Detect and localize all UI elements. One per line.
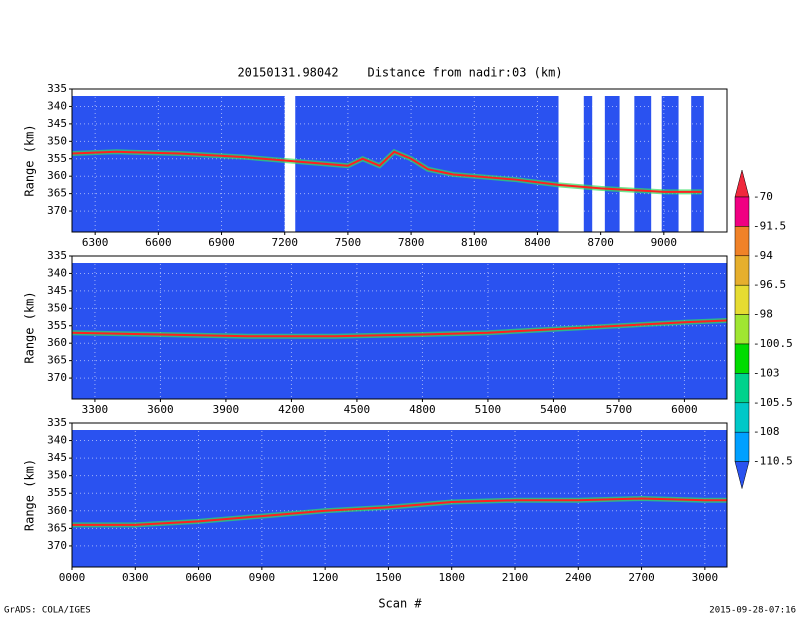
plot-frame bbox=[71, 255, 728, 400]
y-tick-label: 340 bbox=[47, 434, 67, 447]
y-tick-label: 355 bbox=[47, 319, 67, 332]
colorbar-label: -94 bbox=[753, 249, 773, 262]
colorbar-label: -105.5 bbox=[753, 396, 793, 409]
colorbar-label: -91.5 bbox=[753, 219, 786, 232]
y-tick-label: 340 bbox=[47, 99, 67, 112]
x-tick-label: 3000 bbox=[692, 571, 719, 584]
plot-frame bbox=[71, 422, 728, 568]
y-tick-label: 355 bbox=[47, 486, 67, 499]
y-tick-label: 360 bbox=[47, 504, 67, 517]
colorbar-box bbox=[734, 255, 750, 286]
y-tick-label: 350 bbox=[47, 134, 67, 147]
missing-data bbox=[619, 89, 635, 232]
x-tick-label: 4500 bbox=[344, 403, 371, 416]
x-tick-label: 0300 bbox=[122, 571, 149, 584]
missing-data bbox=[678, 89, 692, 232]
missing-data bbox=[558, 89, 584, 232]
colorbar-box bbox=[734, 343, 750, 374]
x-tick-label: 2100 bbox=[502, 571, 529, 584]
x-tick-label: 4800 bbox=[409, 403, 436, 416]
colorbar-label: -70 bbox=[753, 190, 773, 203]
x-tick-label: 3600 bbox=[147, 403, 174, 416]
x-tick-label: 0600 bbox=[185, 571, 212, 584]
y-tick-label: 340 bbox=[47, 266, 67, 279]
x-tick-label: 7500 bbox=[335, 236, 362, 249]
x-tick-label: 1500 bbox=[375, 571, 402, 584]
plot-frame bbox=[71, 88, 728, 233]
colorbar-label: -110.5 bbox=[753, 455, 793, 468]
x-tick-label: 6900 bbox=[208, 236, 235, 249]
y-tick-label: 345 bbox=[47, 117, 67, 130]
colorbar-box bbox=[734, 284, 750, 315]
missing-data bbox=[703, 89, 727, 232]
footer-left: GrADS: COLA/IGES bbox=[4, 606, 91, 616]
x-tick-label: 7800 bbox=[398, 236, 425, 249]
x-tick-label: 8100 bbox=[461, 236, 488, 249]
colorbar-box bbox=[734, 431, 750, 462]
x-tick-label: 1800 bbox=[438, 571, 465, 584]
y-axis-label: Range (km) bbox=[23, 459, 37, 531]
y-tick-label: 350 bbox=[47, 469, 67, 482]
y-tick-label: 370 bbox=[47, 539, 67, 552]
x-tick-label: 9000 bbox=[651, 236, 678, 249]
colorbar-label: -100.5 bbox=[753, 337, 793, 350]
x-axis-label: Scan # bbox=[378, 597, 422, 611]
x-tick-label: 6000 bbox=[671, 403, 698, 416]
y-tick-label: 335 bbox=[47, 249, 67, 262]
colorbar-label: -98 bbox=[753, 308, 773, 321]
x-tick-label: 6600 bbox=[145, 236, 172, 249]
y-axis-label: Range (km) bbox=[23, 124, 37, 196]
missing-data bbox=[651, 89, 662, 232]
data-field bbox=[72, 263, 727, 399]
surface-line bbox=[71, 319, 728, 338]
x-tick-label: 5400 bbox=[540, 403, 567, 416]
y-tick-label: 370 bbox=[47, 371, 67, 384]
y-tick-label: 360 bbox=[47, 336, 67, 349]
x-tick-label: 3300 bbox=[82, 403, 109, 416]
chart-title: 20150131.98042 Distance from nadir:03 (k… bbox=[237, 66, 562, 80]
colorbar-label: -96.5 bbox=[753, 278, 786, 291]
y-tick-label: 335 bbox=[47, 82, 67, 95]
y-tick-label: 365 bbox=[47, 521, 67, 534]
x-tick-label: 3900 bbox=[213, 403, 240, 416]
x-tick-label: 5700 bbox=[606, 403, 633, 416]
x-tick-label: 8700 bbox=[587, 236, 614, 249]
surface-line bbox=[71, 150, 702, 193]
colorbar-box bbox=[734, 196, 750, 227]
x-tick-label: 0000 bbox=[59, 571, 86, 584]
colorbar-box bbox=[734, 373, 750, 404]
x-tick-label: 7200 bbox=[271, 236, 298, 249]
x-tick-label: 6300 bbox=[82, 236, 109, 249]
colorbar-label: -103 bbox=[753, 366, 780, 379]
colorbar-box bbox=[734, 402, 750, 433]
colorbar-top bbox=[734, 169, 750, 198]
data-field bbox=[72, 96, 727, 232]
y-tick-label: 370 bbox=[47, 204, 67, 217]
colorbar-bottom bbox=[734, 461, 750, 490]
y-axis-label: Range (km) bbox=[23, 291, 37, 363]
colorbar-box bbox=[734, 226, 750, 257]
colorbar-label: -108 bbox=[753, 425, 780, 438]
y-tick-label: 350 bbox=[47, 301, 67, 314]
y-tick-label: 365 bbox=[47, 354, 67, 367]
y-tick-label: 355 bbox=[47, 152, 67, 165]
missing-data bbox=[592, 89, 605, 232]
x-tick-label: 1200 bbox=[312, 571, 339, 584]
y-tick-label: 345 bbox=[47, 451, 67, 464]
x-tick-label: 5100 bbox=[475, 403, 502, 416]
x-tick-label: 8400 bbox=[524, 236, 551, 249]
x-tick-label: 4200 bbox=[278, 403, 305, 416]
footer-right: 2015-09-28-07:16 bbox=[709, 606, 796, 616]
x-tick-label: 2700 bbox=[628, 571, 655, 584]
y-tick-label: 345 bbox=[47, 284, 67, 297]
y-tick-label: 360 bbox=[47, 169, 67, 182]
surface-line bbox=[72, 497, 727, 526]
y-tick-label: 365 bbox=[47, 187, 67, 200]
x-tick-label: 2400 bbox=[565, 571, 592, 584]
colorbar-box bbox=[734, 314, 750, 345]
x-tick-label: 0900 bbox=[249, 571, 276, 584]
y-tick-label: 335 bbox=[47, 416, 67, 429]
